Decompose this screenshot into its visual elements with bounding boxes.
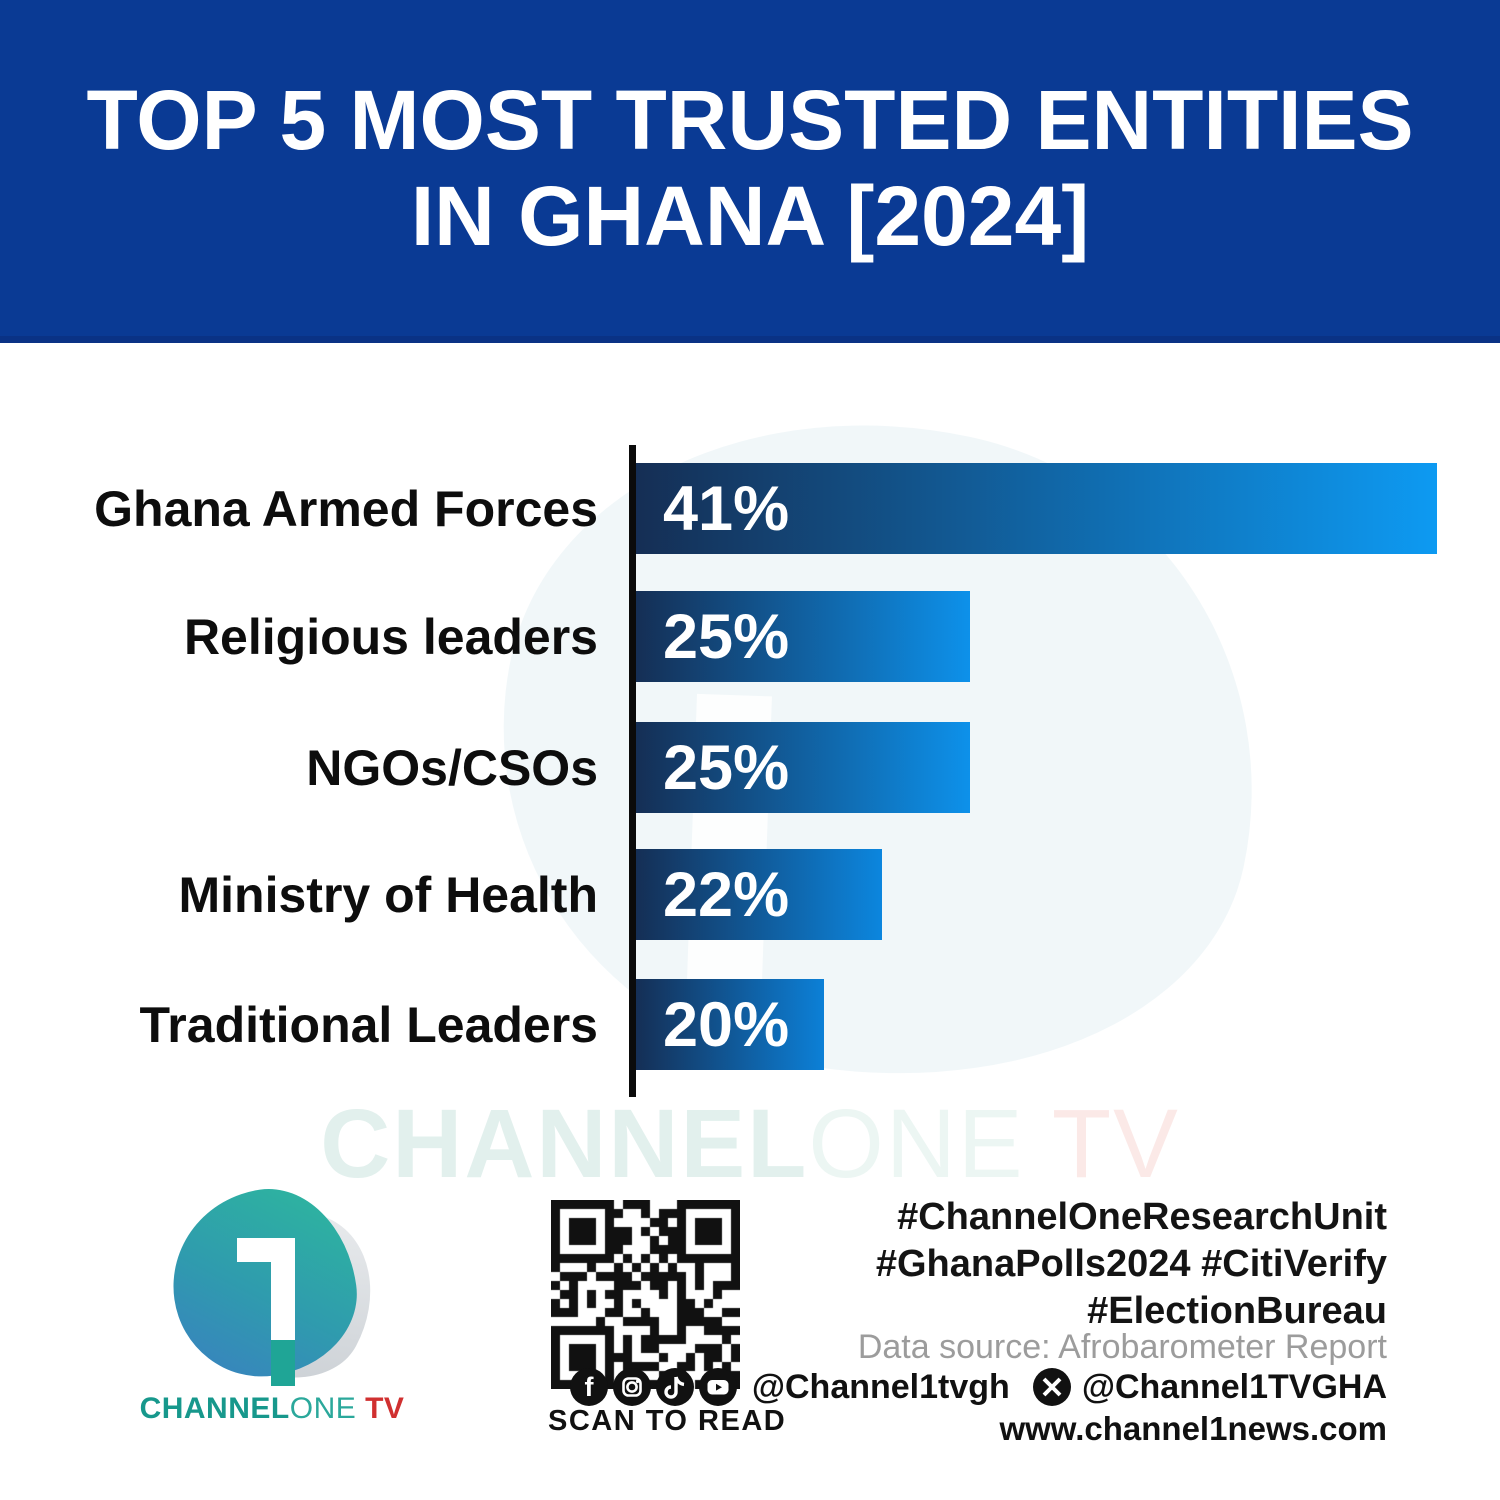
chart-row: Traditional Leaders 20% [0,979,1500,1070]
category-label: Religious leaders [183,608,598,665]
chart-row: Ministry of Health 22% [0,849,1500,940]
hashtag-line: #ChannelOneResearchUnit [897,1196,1387,1238]
social-handle-main: @Channel1tvgh [751,1367,1010,1406]
channel-one-logo: CHANNELONE TV [137,1174,407,1436]
chart-row: Ghana Armed Forces 41% [0,463,1500,554]
logo-wordmark-one: ONE [289,1392,357,1425]
bar-value-label: 25% [663,732,790,803]
category-label: Ministry of Health [178,866,598,923]
facebook-icon: f [569,1368,608,1406]
bar-value-label: 22% [663,859,790,930]
chart-row: NGOs/CSOs 25% [0,722,1500,813]
bar: 22% [634,849,882,940]
qr-caption: SCAN TO READ [548,1405,787,1437]
bar-chart: Ghana Armed Forces 41% Religious leaders… [0,353,1500,1147]
bar-value-label: 20% [663,989,790,1060]
axis-line [629,445,636,1097]
youtube-icon [698,1368,737,1406]
page-title-line1: TOP 5 MOST TRUSTED ENTITIES [86,73,1414,167]
bar: 20% [634,979,824,1070]
watermark-channel: CHANNEL [320,1089,809,1198]
header-banner: TOP 5 MOST TRUSTED ENTITIES IN GHANA [20… [0,0,1500,343]
logo-wordmark-channel: CHANNEL [139,1392,290,1425]
logo-wordmark: CHANNELONE TV [137,1392,407,1426]
watermark-one: ONE [808,1089,1025,1198]
watermark-text: CHANNELONE TV [0,1088,1500,1200]
bar: 41% [634,463,1437,554]
website-url: www.channel1news.com [999,1410,1387,1447]
hashtag-line: #ElectionBureau [1087,1290,1387,1332]
bar-value-label: 25% [663,601,790,672]
watermark-tv: TV [1024,1089,1180,1198]
bar-value-label: 41% [663,473,790,544]
category-label: NGOs/CSOs [306,739,598,796]
tiktok-icon [655,1368,694,1406]
chart-row: Religious leaders 25% [0,591,1500,682]
category-label: Traditional Leaders [139,996,598,1053]
hashtags: #ChannelOneResearchUnit #GhanaPolls2024 … [876,1194,1387,1335]
x-icon [1032,1368,1071,1406]
qr-block: SCAN TO READ [548,1200,787,1438]
bar: 25% [634,591,970,682]
bar: 25% [634,722,970,813]
social-row: f @Channel1tvgh @Channel1TVGHA [569,1366,1387,1408]
social-handle-x: @Channel1TVGHA [1081,1367,1387,1406]
hashtag-line: #GhanaPolls2024 #CitiVerify [875,1243,1387,1285]
logo-wordmark-tv: TV [356,1392,405,1425]
page-title-line2: IN GHANA [2024] [410,169,1090,263]
svg-text:f: f [584,1372,594,1402]
category-label: Ghana Armed Forces [94,480,598,537]
logo-one-glyph [237,1238,295,1386]
data-source-text: Data source: Afrobarometer Report [857,1328,1387,1366]
instagram-icon [612,1368,651,1406]
qr-code [551,1200,740,1389]
